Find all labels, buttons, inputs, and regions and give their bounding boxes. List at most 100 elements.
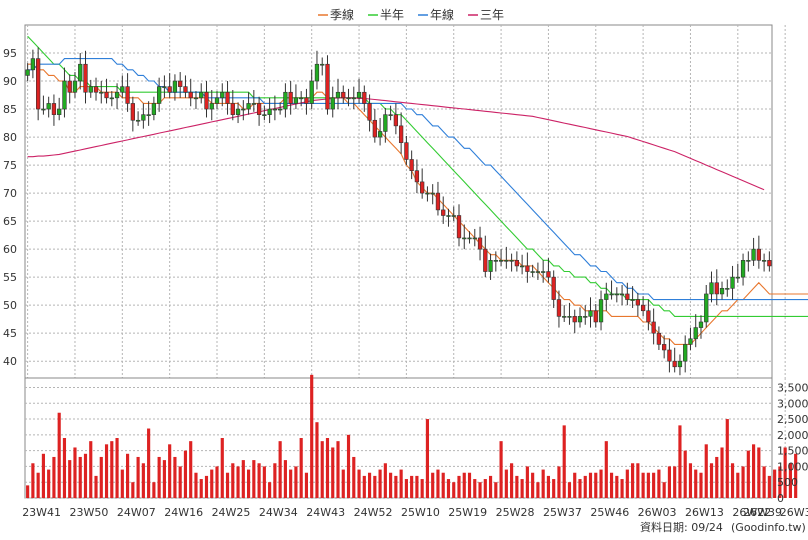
candle-body-9 — [72, 80, 78, 93]
candle-body-141 — [767, 260, 772, 267]
x-tick-12: 25W46 — [590, 506, 629, 519]
volume-bar-69 — [389, 472, 393, 498]
price-tick-2: 50 — [3, 299, 17, 312]
volume-bar-146 — [794, 453, 798, 498]
volume-bar-71 — [399, 469, 403, 498]
volume-bar-142 — [773, 469, 777, 498]
volume-bar-17 — [115, 438, 119, 498]
candle-body-84 — [467, 237, 472, 240]
volume-bar-50 — [289, 469, 293, 498]
volume-bar-64 — [362, 475, 366, 498]
candle-body-102 — [562, 316, 567, 318]
volume-bar-114 — [625, 469, 629, 498]
volume-bar-85 — [473, 479, 477, 498]
volume-bar-102 — [562, 425, 566, 498]
volume-bar-100 — [552, 479, 556, 498]
volume-bar-36 — [215, 466, 219, 498]
candle-body-69 — [388, 114, 393, 116]
candle-body-75 — [420, 181, 425, 194]
candle-body-42 — [246, 103, 251, 110]
candle-body-45 — [262, 114, 267, 116]
candle-body-18 — [120, 86, 125, 93]
volume-axis: 0 500 1,000 1,500 2,000 2,500 3,000 3,500 — [777, 381, 808, 505]
volume-bar-128 — [699, 472, 703, 498]
price-tick-3: 55 — [3, 271, 17, 284]
volume-bar-59 — [336, 441, 340, 498]
volume-tick-0: 0 — [777, 492, 784, 505]
volume-bar-25 — [157, 456, 161, 498]
x-tick-14: 26W13 — [685, 506, 724, 519]
volume-bar-76 — [425, 419, 430, 498]
candle-body-103 — [567, 316, 572, 318]
volume-bar-58 — [331, 447, 335, 498]
candle-body-14 — [99, 91, 104, 94]
volume-bar-79 — [441, 472, 445, 498]
volume-bar-108 — [594, 472, 598, 498]
volume-bar-10 — [78, 456, 82, 498]
volume-bar-113 — [620, 479, 624, 498]
volume-bar-97 — [536, 482, 540, 498]
x-tick-5: 24W34 — [259, 506, 298, 519]
volume-bar-39 — [231, 463, 235, 498]
volume-bar-6 — [57, 412, 61, 498]
volume-bar-32 — [194, 472, 198, 498]
candle-body-17 — [114, 91, 120, 99]
volume-bar-126 — [688, 463, 693, 498]
candle-body-125 — [683, 344, 688, 362]
volume-bar-27 — [168, 444, 172, 498]
volume-bar-28 — [173, 456, 177, 498]
candle-body-133 — [725, 288, 730, 290]
volume-bar-120 — [657, 469, 661, 498]
legend-label-1: 半年 — [380, 8, 404, 22]
candle-body-72 — [404, 142, 409, 160]
candle-body-52 — [299, 97, 304, 100]
x-tick-3: 24W16 — [164, 506, 203, 519]
candle-body-28 — [172, 80, 178, 93]
volume-bar-4 — [47, 469, 51, 498]
x-tick-8: 25W10 — [401, 506, 440, 519]
volume-bar-68 — [383, 463, 387, 498]
x-tick-17: 26W39 — [743, 506, 782, 519]
candle-body-26 — [162, 86, 167, 88]
candle-body-81 — [451, 215, 456, 217]
volume-bar-137 — [746, 450, 750, 498]
candle-body-13 — [93, 86, 99, 93]
candle-body-19 — [125, 86, 130, 104]
volume-bar-88 — [488, 475, 493, 498]
candle-body-99 — [546, 271, 551, 278]
x-tick-4: 24W25 — [212, 506, 251, 519]
volume-bar-75 — [420, 479, 424, 498]
candle-body-94 — [519, 265, 525, 268]
volume-bar-145 — [788, 463, 792, 498]
volume-bar-98 — [541, 469, 545, 498]
candle-body-77 — [430, 192, 435, 195]
candle-body-29 — [178, 80, 183, 87]
volume-bar-139 — [757, 447, 761, 498]
candle-body-104 — [572, 316, 577, 323]
candle-body-93 — [514, 260, 520, 267]
candle-body-100 — [551, 276, 556, 300]
candle-body-32 — [193, 97, 199, 100]
volume-tick-5: 2,500 — [777, 413, 808, 426]
price-axis: 40 45 50 55 60 65 70 75 80 85 90 95 — [3, 47, 17, 368]
candle-body-64 — [362, 91, 367, 104]
volume-tick-2: 1,000 — [777, 460, 808, 473]
volume-bar-16 — [110, 441, 114, 498]
candle-body-27 — [167, 86, 172, 93]
candle-body-51 — [293, 97, 299, 104]
candle-body-48 — [277, 108, 283, 111]
candle-body-58 — [330, 97, 335, 110]
candle-body-89 — [493, 260, 498, 262]
candle-body-53 — [304, 97, 309, 104]
candle-body-61 — [346, 97, 351, 100]
volume-bar-31 — [189, 441, 193, 498]
candle-body-85 — [472, 237, 477, 240]
candle-body-23 — [146, 114, 151, 116]
candle-body-6 — [57, 108, 62, 115]
volume-bar-104 — [573, 472, 577, 498]
volume-bar-7 — [62, 438, 67, 498]
candle-body-106 — [583, 316, 588, 318]
volume-bar-101 — [557, 466, 561, 498]
volume-bar-43 — [252, 460, 256, 498]
volume-bar-110 — [604, 441, 608, 498]
